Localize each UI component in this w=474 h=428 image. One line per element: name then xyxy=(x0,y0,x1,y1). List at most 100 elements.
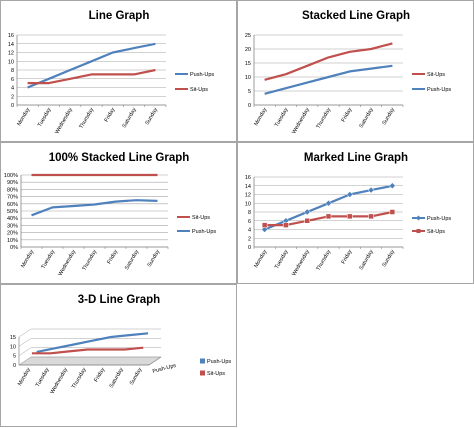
x-tick-label: Sunday xyxy=(147,249,162,268)
y-tick-label: 2 xyxy=(11,94,14,100)
legend-label: Push-Ups xyxy=(207,359,231,365)
line-graph-panel: Line Graph 0 2 4 6 8 10 12 14 16 Monday Tuesday Wed… xyxy=(0,0,237,142)
x-tick-label: Friday xyxy=(341,107,354,123)
x-tick-label: Wednesday xyxy=(291,107,311,135)
y-tick-label: 14 xyxy=(245,184,251,190)
legend-label: Sit-Ups xyxy=(190,87,208,93)
y-tick-label: 0 xyxy=(248,245,251,251)
data-point-marker xyxy=(283,222,289,228)
y-tick-label: 0 xyxy=(13,363,16,369)
stacked-line-graph-chart: Stacked Line Graph 0 5 10 15 20 25 Monday Tuesd… xyxy=(245,10,452,135)
x-tick-label: Sunday xyxy=(382,107,397,126)
x-tick-label: Thursday xyxy=(316,249,333,272)
x-tick-label: Monday xyxy=(253,249,268,269)
legend-label: Push-Ups xyxy=(427,87,451,93)
chart-title: 100% Stacked Line Graph xyxy=(49,152,190,164)
y-tick-label: 16 xyxy=(245,175,251,181)
x-tick-label: Tuesday xyxy=(41,249,57,270)
y-tick-label: 4 xyxy=(248,228,251,234)
stacked-line-graph-panel: Stacked Line Graph 0 5 10 15 20 25 Monday Tuesd… xyxy=(237,0,474,142)
data-point-marker xyxy=(325,199,332,207)
y-tick-label: 100% xyxy=(4,173,18,179)
x-tick-label: Saturday xyxy=(124,249,140,271)
x-tick-label: Tuesday xyxy=(37,107,53,128)
x-tick-label: Monday xyxy=(17,367,32,387)
y-tick-label: 12 xyxy=(8,51,14,57)
x-tick-label: Thursday xyxy=(79,107,96,130)
legend-label: Sit-Ups xyxy=(207,371,225,377)
y-tick-label: 5 xyxy=(248,89,251,95)
y-tick-label: 8 xyxy=(248,210,251,216)
y-tick-label: 0 xyxy=(11,103,14,109)
chart-title: Marked Line Graph xyxy=(304,152,408,164)
y-tick-label: 20 xyxy=(245,47,251,53)
legend-label: Sit-Ups xyxy=(427,72,445,78)
series-line-sit-ups xyxy=(264,42,393,81)
y-tick-label: 6 xyxy=(248,219,251,225)
y-tick-label: 15 xyxy=(245,61,251,67)
y-tick-label: 30% xyxy=(7,223,18,229)
y-tick-label: 10% xyxy=(7,238,18,244)
legend-label: Push-Ups xyxy=(427,216,451,222)
y-tick-label: 0% xyxy=(10,245,18,251)
data-point-marker xyxy=(261,222,268,228)
y-tick-label: 0 xyxy=(248,103,251,109)
gridline-side xyxy=(18,338,32,347)
3d-line-graph-chart: 3-D Line Graph 0 5 10 15 Monday TuesdayWednes… xyxy=(10,294,232,395)
legend-swatch xyxy=(200,358,205,364)
depth-axis-label: Push-Ups xyxy=(152,363,177,375)
x-tick-label: Friday xyxy=(341,249,354,265)
data-point-marker xyxy=(304,218,310,224)
data-point-marker xyxy=(261,226,268,233)
y-tick-label: 20% xyxy=(7,231,18,237)
legend-label: Sit-Ups xyxy=(427,229,445,235)
data-point-marker xyxy=(347,213,353,220)
legend-label: Sit-Ups xyxy=(192,215,210,221)
y-tick-label: 15 xyxy=(10,335,16,341)
y-tick-label: 10 xyxy=(245,201,251,207)
legend-swatch xyxy=(200,370,205,376)
series-line-push-ups xyxy=(31,199,158,217)
x-tick-label: Saturday xyxy=(359,107,375,129)
y-tick-label: 12 xyxy=(245,193,251,199)
legend-marker xyxy=(416,229,421,233)
y-tick-label: 40% xyxy=(7,216,18,222)
y-tick-label: 50% xyxy=(7,209,18,215)
depth-axis xyxy=(148,356,162,366)
series-line-sit-ups xyxy=(31,346,144,355)
legend-label: Push-Ups xyxy=(190,72,214,78)
x-tick-label: Monday xyxy=(16,107,31,127)
x-tick-label: Wednesday xyxy=(49,367,69,395)
series-line-sit-ups xyxy=(27,68,156,85)
y-tick-label: 90% xyxy=(7,180,18,186)
data-point-marker xyxy=(389,182,396,190)
x-tick-label: Saturday xyxy=(122,107,138,129)
x-tick-label: Sunday xyxy=(129,367,144,386)
y-tick-label: 10 xyxy=(245,75,251,81)
gridline-side xyxy=(18,347,32,356)
chart-title: Line Graph xyxy=(89,10,150,22)
y-tick-label: 8 xyxy=(11,68,14,74)
data-point-marker xyxy=(368,213,374,220)
y-tick-label: 10 xyxy=(8,59,14,65)
y-tick-label: 70% xyxy=(7,195,18,201)
series-line-push-ups xyxy=(264,64,393,95)
x-tick-label: Sunday xyxy=(145,107,160,126)
x-tick-label: Friday xyxy=(93,367,106,383)
legend-marker xyxy=(416,215,421,221)
data-point-marker xyxy=(389,209,396,215)
x-tick-label: Friday xyxy=(104,107,117,123)
gridline-side xyxy=(18,356,32,366)
y-tick-label: 60% xyxy=(7,202,18,208)
marked-line-graph-panel: Marked Line Graph 0 2 4 6 8 10 12 14 16 Monday Tue… xyxy=(237,142,474,284)
y-tick-label: 14 xyxy=(8,42,14,48)
y-tick-label: 16 xyxy=(8,33,14,39)
x-tick-label: Thursday xyxy=(82,249,99,272)
legend-label: Push-Ups xyxy=(192,229,216,235)
data-point-marker xyxy=(325,213,332,220)
x-tick-label: Monday xyxy=(253,107,268,127)
x-tick-label: Wednesday xyxy=(54,107,74,135)
x-tick-label: Friday xyxy=(106,249,119,265)
percent-stacked-line-graph-panel: 100% Stacked Line Graph 0% 10% 20% 30% 40% 50… xyxy=(0,142,237,284)
x-tick-label: Wednesday xyxy=(58,249,78,277)
